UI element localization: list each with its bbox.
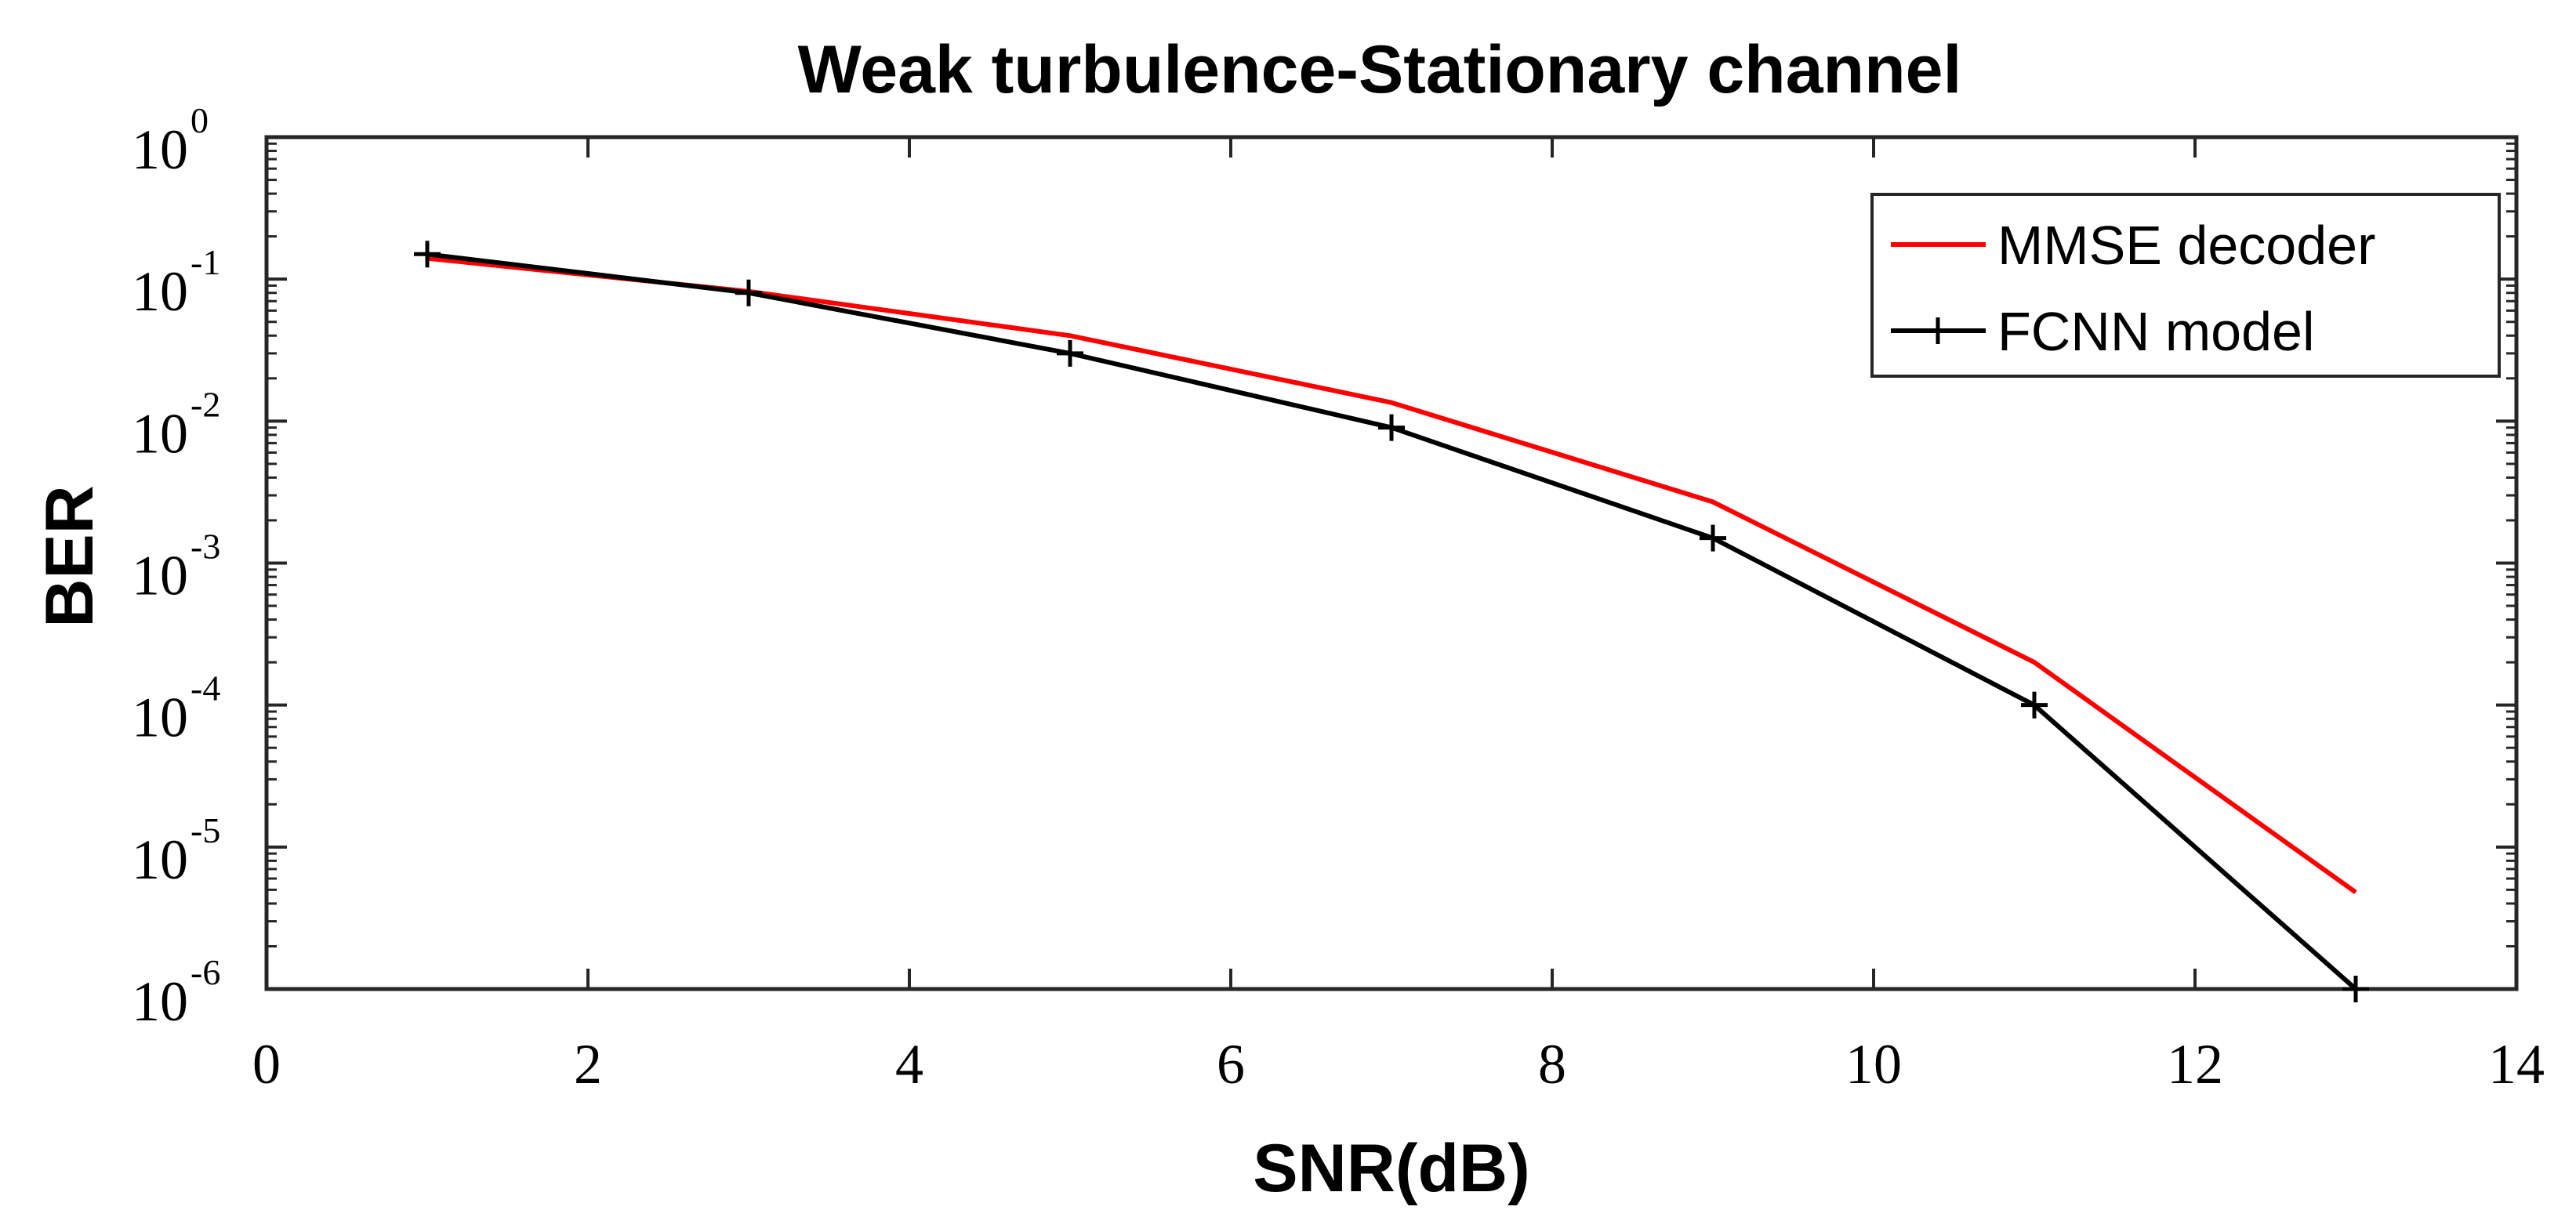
y-tick-label: 10 [132,828,188,891]
data-point-marker [2021,691,2048,719]
data-point-marker [414,241,441,268]
y-axis-label: BER [32,485,107,628]
x-tick-label: 2 [574,1033,602,1096]
x-tick-label: 4 [895,1033,923,1096]
y-tick-exponent: -1 [190,242,220,282]
y-tick-exponent: -5 [190,810,220,850]
y-tick-exponent: -3 [190,527,220,567]
x-tick-label: 6 [1217,1033,1245,1096]
x-axis-label: SNR(dB) [1253,1131,1530,1206]
data-point-marker [1378,414,1405,441]
data-point-marker [735,279,762,306]
y-tick-label: 10 [132,687,188,749]
data-point-marker [1057,339,1083,367]
y-tick-exponent: 0 [190,100,209,140]
x-tick-label: 12 [2167,1033,2223,1096]
y-tick-label: 10 [132,545,188,607]
x-tick-label: 8 [1538,1033,1566,1096]
x-tick-label: 14 [2488,1033,2545,1096]
x-tick-label: 0 [252,1033,281,1096]
y-tick-label: 10 [132,118,188,181]
y-tick-exponent: -4 [190,668,220,708]
chart-title: Weak turbulence-Stationary channel [798,32,1962,107]
y-tick-exponent: -2 [190,384,220,424]
data-point-marker [2342,976,2369,1002]
y-tick-label: 10 [132,402,188,465]
x-tick-label: 10 [1845,1033,1902,1096]
data-point-marker [1700,524,1726,552]
y-tick-label: 10 [132,260,188,323]
legend-label: MMSE decoder [1997,215,2375,276]
legend-label: FCNN model [1997,301,2315,362]
y-tick-label: 10 [132,970,188,1033]
y-tick-exponent: -6 [190,952,220,992]
legend-box [1870,193,2501,378]
